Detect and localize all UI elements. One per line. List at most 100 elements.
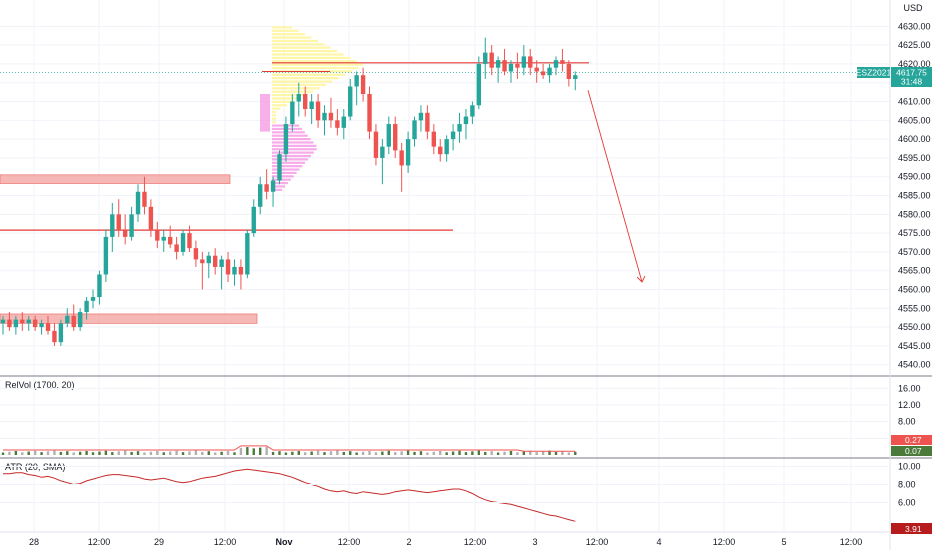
profile-row — [272, 33, 305, 36]
profile-row — [272, 80, 333, 83]
time-tick-label: 2 — [406, 537, 411, 547]
candle-body — [52, 330, 57, 343]
profile-row — [272, 39, 318, 43]
relvol-bar — [27, 451, 30, 455]
candle-body — [386, 124, 391, 147]
relvol-bar — [432, 451, 436, 455]
relvol-bar — [439, 450, 442, 455]
profile-row — [272, 36, 312, 39]
price-tick-label: 4570.00 — [898, 247, 931, 257]
countdown-label: 31:48 — [901, 77, 923, 87]
candle-body — [322, 112, 327, 121]
candle-body — [245, 233, 250, 275]
relvol-bar — [509, 450, 513, 455]
relvol-bar — [207, 451, 210, 455]
atr-value: 3.91 — [905, 524, 922, 534]
candle-body — [489, 52, 494, 68]
relvol-bar — [464, 452, 468, 455]
atr-tick-label: 10.00 — [898, 462, 921, 472]
relvol-bar — [117, 451, 120, 455]
relvol-bar — [368, 450, 371, 455]
candle-body — [399, 150, 404, 166]
relvol-bar — [342, 451, 345, 455]
profile-row — [272, 137, 311, 141]
relvol-bar — [98, 451, 101, 455]
relvol-bar — [91, 452, 95, 455]
price-tick-label: 4540.00 — [898, 360, 931, 370]
price-axis-ticks[interactable]: 4540.00 4545.00 4550.00 4555.00 4560.00 4565.… — [898, 21, 931, 369]
candle-body — [354, 75, 359, 87]
candle-body — [476, 63, 482, 106]
candle-body — [167, 236, 173, 245]
price-tick-label: 4575.00 — [898, 228, 931, 238]
relvol-badge-2 — [891, 446, 932, 456]
relvol-bar — [40, 452, 43, 455]
profile-row — [272, 56, 351, 59]
candle-body — [264, 184, 269, 192]
candle-body — [7, 319, 12, 328]
candle-body — [32, 319, 38, 328]
relvol-bar — [548, 450, 551, 455]
time-tick-label: 12:00 — [464, 537, 487, 547]
candle-body — [418, 112, 424, 121]
candle-body — [444, 139, 449, 155]
relvol-bar — [522, 451, 526, 455]
relvol-bar — [451, 451, 455, 455]
candle-body — [553, 60, 559, 68]
relvol-bar — [284, 452, 288, 455]
profile-row — [272, 148, 317, 151]
candle-body — [309, 101, 314, 110]
candle-body — [58, 323, 64, 343]
time-tick-label: 12:00 — [338, 537, 361, 547]
candle-body — [45, 323, 51, 331]
relvol-bar — [490, 451, 493, 455]
profile-row — [272, 60, 357, 63]
profile-row — [272, 141, 314, 144]
candle-body — [258, 184, 263, 207]
relvol-bar — [213, 452, 217, 455]
profile-row — [272, 121, 276, 124]
profile-row — [272, 94, 307, 97]
candle-body — [193, 248, 199, 260]
profile-row — [272, 63, 364, 66]
price-tick-label: 4590.00 — [898, 172, 931, 182]
candle-body — [20, 319, 25, 324]
supply-demand-zones — [0, 174, 258, 324]
candle-body — [180, 233, 186, 252]
relvol-bar — [316, 450, 320, 455]
candle-body — [200, 259, 205, 264]
relvol-bar — [111, 452, 114, 455]
profile-row — [272, 73, 346, 76]
time-tick-label: 12:00 — [586, 537, 609, 547]
candle-body — [450, 131, 456, 140]
relvol-bar — [21, 452, 24, 455]
relvol-bar — [387, 450, 390, 455]
candle-body — [360, 75, 366, 94]
relvol-bar — [33, 450, 37, 455]
candle-body — [470, 105, 475, 117]
profile-row — [272, 175, 294, 178]
relvol-bar — [149, 451, 153, 455]
relvol-bar — [496, 452, 500, 455]
candle-body — [367, 94, 372, 132]
relvol-bar — [291, 451, 294, 455]
price-tick-label: 4580.00 — [898, 209, 931, 219]
symbol-badge — [857, 67, 890, 78]
relvol-title[interactable]: RelVol (1700, 20) — [5, 380, 75, 390]
last-price-badge — [891, 67, 932, 87]
relvol-bar — [323, 452, 326, 455]
time-axis-ticks[interactable]: 28 12:00 29 12:00 Nov 12:00 2 12:00 3 12:00 4 12:00… — [29, 537, 862, 547]
candle-body — [495, 60, 501, 68]
candle-body — [508, 63, 514, 72]
relvol-bar — [175, 450, 178, 455]
relvol-bar — [471, 451, 474, 455]
relvol-bar — [1, 452, 5, 455]
profile-row — [272, 46, 331, 49]
currency-label[interactable]: USD — [903, 3, 923, 13]
relvol-bar — [130, 451, 133, 455]
candle-body — [296, 94, 301, 102]
profile-row — [272, 117, 276, 120]
atr-tick-label: 8.00 — [898, 480, 916, 490]
candle-body — [65, 315, 70, 324]
